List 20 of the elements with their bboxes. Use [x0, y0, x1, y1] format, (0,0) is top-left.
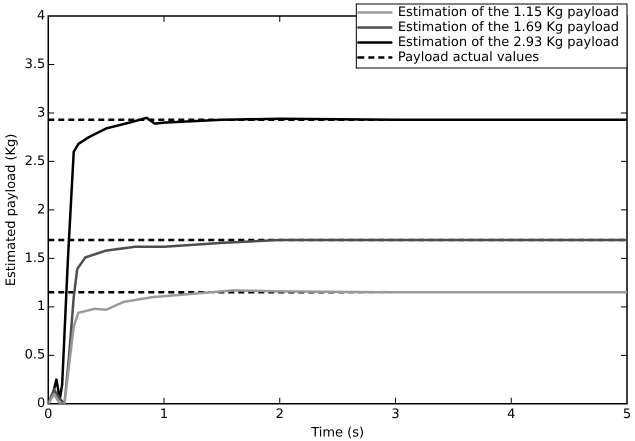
x-tick-label: 4	[507, 406, 516, 422]
x-tick-label: 1	[160, 406, 168, 422]
y-tick-label: 3	[36, 105, 46, 120]
y-tick-label: 0	[36, 396, 46, 412]
legend-label: Estimation of the 1.15 Kg payload	[398, 4, 619, 20]
y-tick-label: 3.5	[24, 56, 46, 72]
x-tick-label: 2	[276, 406, 284, 422]
y-tick-label: 2.5	[24, 154, 46, 169]
legend-label: Estimation of the 2.93 Kg payload	[398, 34, 619, 50]
y-tick-label: 1.5	[24, 250, 46, 266]
x-tick-label: 5	[622, 406, 632, 422]
x-axis-title: Time (s)	[310, 426, 364, 441]
x-tick-label: 3	[391, 406, 400, 422]
legend-label: Estimation of the 1.69 Kg payload	[398, 20, 619, 35]
y-tick-label: 2	[36, 202, 46, 218]
y-tick-label: 0.5	[24, 348, 46, 363]
legend-label: Payload actual values	[398, 50, 540, 65]
y-tick-label: 4	[36, 8, 46, 24]
y-tick-label: 1	[36, 299, 46, 314]
y-axis-title: Estimated payload (Kg)	[4, 134, 20, 286]
